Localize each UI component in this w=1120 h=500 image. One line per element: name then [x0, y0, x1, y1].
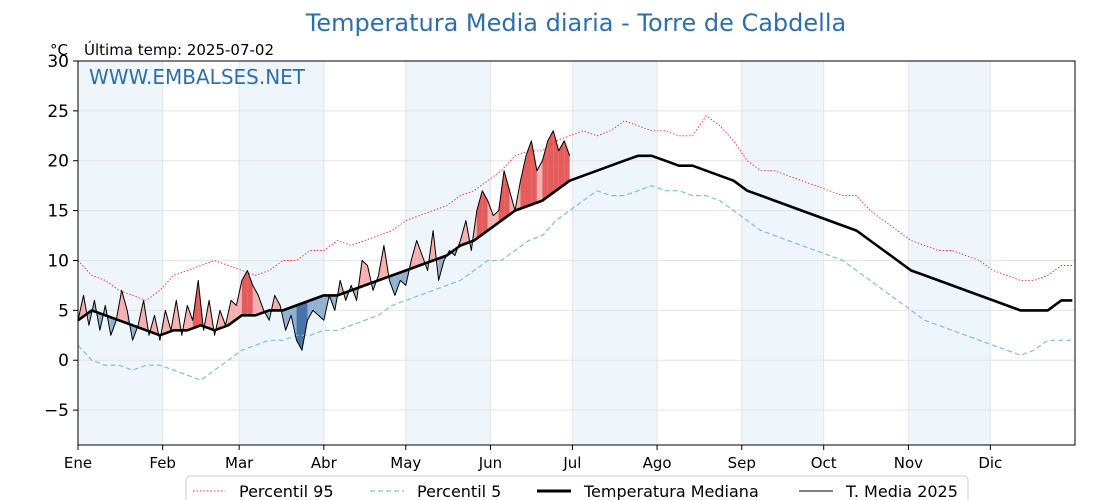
x-tick-label-May: May	[390, 454, 421, 472]
anomaly-fill-above	[241, 270, 248, 316]
x-tick-label-Sep: Sep	[728, 454, 756, 472]
legend-p5-label: Percentil 5	[417, 482, 501, 500]
series-median-line	[77, 154, 1073, 337]
x-tick-label-Feb: Feb	[149, 454, 176, 472]
y-tick-label: 30	[47, 52, 69, 72]
anomaly-fill-above	[482, 190, 488, 235]
series-2025-line	[77, 130, 571, 351]
anomaly-fill-below	[296, 303, 302, 351]
x-tick-label-Abr: Abr	[311, 454, 338, 472]
legend: Percentil 95 Percentil 5 Temperatura Med…	[185, 475, 969, 500]
month-shade-Sep	[741, 61, 824, 445]
y-tick-label: 15	[47, 202, 69, 222]
x-tick-label-Nov: Nov	[894, 454, 923, 472]
anomaly-fill-below	[394, 272, 401, 296]
y-tick-label: 0	[58, 351, 69, 371]
x-axis: Ene Feb Mar Abr May Jun Jul Ago Sep Oct Nov Dic	[64, 445, 1002, 472]
anomaly-fill-below	[291, 305, 297, 341]
last-temp-label: Última temp: 2025-07-02	[84, 40, 274, 59]
anomaly-fill-above	[558, 140, 565, 189]
series-p95-line	[77, 115, 1073, 301]
y-tick-label: −5	[44, 401, 69, 421]
x-tick-label-Ene: Ene	[64, 454, 92, 472]
anomaly-fill-above	[121, 290, 128, 324]
legend-p95-label: Percentil 95	[239, 482, 334, 500]
anomaly-fill-below	[285, 307, 292, 331]
x-tick-label-Oct: Oct	[811, 454, 837, 472]
anomaly-fill-above	[547, 130, 554, 197]
anomaly-fill-above	[536, 160, 543, 203]
anomaly-fill-above	[236, 280, 242, 320]
anomaly-fill-above	[520, 155, 526, 209]
y-tick-label: 5	[58, 301, 69, 321]
month-shade-Mar	[239, 61, 324, 445]
y-tick-label: 10	[47, 251, 69, 271]
month-shade-Ene	[78, 61, 163, 445]
x-tick-label-Mar: Mar	[225, 454, 254, 472]
month-shade-Jul	[572, 61, 658, 445]
anomaly-fill-above	[274, 295, 281, 311]
watermark: WWW.EMBALSES.NET	[89, 65, 306, 89]
anomaly-fill-above	[487, 200, 494, 231]
series-p5-line	[77, 185, 1073, 381]
legend-current-label: T. Media 2025	[845, 482, 958, 500]
anomaly-fill-above	[564, 140, 570, 185]
y-axis: −5 0 5 10 15 20 25 30	[44, 52, 78, 421]
anomaly-fill-below	[318, 295, 324, 321]
anomaly-fill-above	[187, 305, 193, 331]
anomaly-fill-above	[230, 300, 237, 324]
y-axis-unit: °C	[50, 41, 68, 59]
legend-box	[185, 475, 969, 500]
y-tick-label: 25	[47, 102, 69, 122]
chart-title: Temperatura Media diaria - Torre de Cabd…	[305, 9, 846, 37]
month-shade-Nov	[908, 61, 991, 445]
anomaly-fill-below	[312, 297, 319, 316]
anomaly-fill-below	[301, 301, 308, 351]
anomaly-fill-above	[416, 240, 423, 267]
legend-median-label: Temperatura Mediana	[583, 482, 759, 500]
anomaly-fill-below	[307, 299, 313, 321]
x-tick-label-Dic: Dic	[978, 454, 1002, 472]
x-tick-label-Ago: Ago	[643, 454, 672, 472]
anomaly-fill-above	[504, 170, 510, 219]
anomaly-fill-above	[362, 260, 368, 287]
y-tick-label: 20	[47, 152, 69, 172]
series-lines	[77, 115, 1073, 381]
x-tick-label-Jun: Jun	[478, 454, 502, 472]
month-shading	[78, 61, 991, 445]
anomaly-fill-above	[411, 240, 417, 269]
anomaly-fill-above	[531, 140, 537, 205]
anomaly-fill-below	[400, 270, 406, 286]
x-tick-label-Jul: Jul	[562, 454, 581, 472]
anomaly-fill-above	[525, 140, 532, 207]
anomaly-fill-above	[476, 190, 483, 239]
plot-frame	[77, 60, 1076, 446]
